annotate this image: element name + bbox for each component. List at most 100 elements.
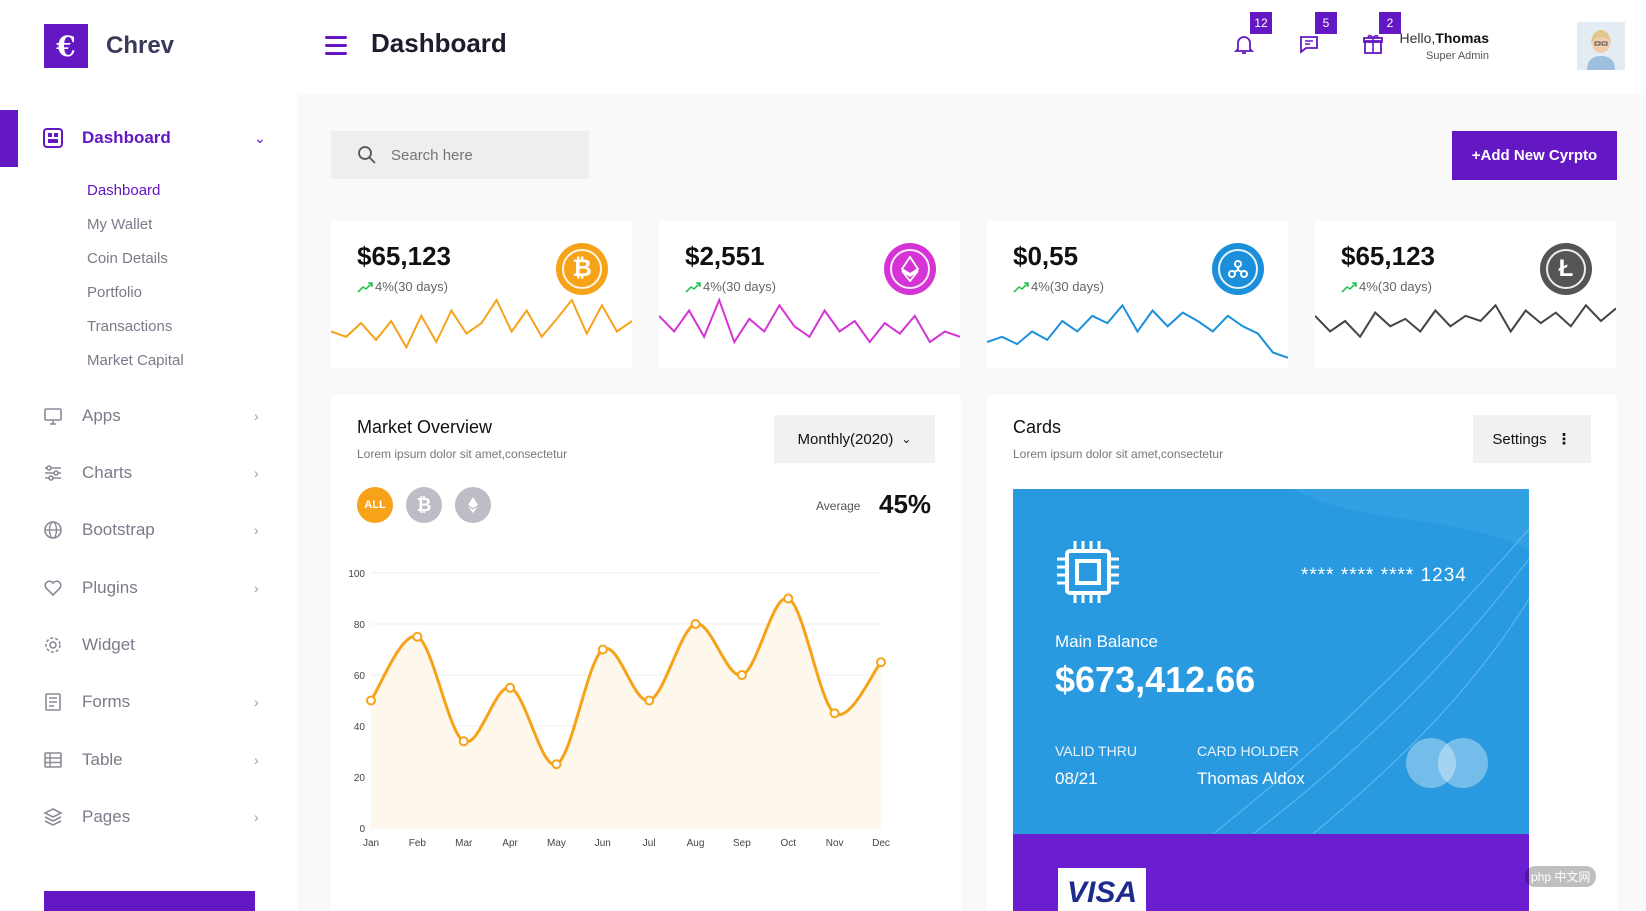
stat-card-ripple[interactable]: $0,55 4%(30 days) bbox=[987, 221, 1288, 368]
sidebar-item-label: Apps bbox=[82, 406, 121, 425]
sidebar-item-widget[interactable]: Widget bbox=[0, 623, 297, 667]
chat-icon bbox=[1300, 36, 1318, 54]
sparkline bbox=[987, 303, 1288, 359]
market-chart: 0 20 40 60 80 100 Jan Feb Mar Apr May Jun Jul Aug Sep O… bbox=[348, 569, 890, 849]
gifts-button[interactable]: 2 bbox=[1361, 12, 1401, 58]
message-count-badge: 5 bbox=[1315, 12, 1337, 34]
gift-icon bbox=[1363, 34, 1383, 54]
ripple-icon bbox=[1212, 243, 1264, 295]
user-greeting[interactable]: Hello,Thomas bbox=[1377, 30, 1489, 46]
more-vertical-icon: ⋮ bbox=[1556, 431, 1572, 448]
x-tick-label: Jul bbox=[643, 838, 656, 849]
sidebar-item-label: Pages bbox=[82, 807, 131, 826]
sidebar-item-label: Plugins bbox=[82, 578, 138, 597]
filter-bitcoin-button[interactable]: ₿ bbox=[406, 487, 442, 523]
sidebar-item-dashboard[interactable]: Dashboard ⌄ bbox=[0, 116, 297, 160]
subnav-portfolio[interactable]: Portfolio bbox=[87, 284, 143, 301]
sidebar-item-apps[interactable]: Apps › bbox=[0, 394, 297, 438]
subnav-market-capital[interactable]: Market Capital bbox=[87, 352, 184, 369]
sidebar-item-charts[interactable]: Charts › bbox=[0, 451, 297, 495]
user-role: Super Admin bbox=[1426, 50, 1489, 62]
trend-up-icon bbox=[1013, 281, 1029, 293]
search-box bbox=[331, 131, 589, 179]
x-tick-label: Oct bbox=[780, 838, 796, 849]
subnav-my-wallet[interactable]: My Wallet bbox=[87, 216, 153, 233]
sidebar-item-label: Charts bbox=[82, 463, 133, 482]
sidebar-item-pages[interactable]: Pages › bbox=[0, 795, 297, 839]
stat-card-bitcoin[interactable]: $65,123 4%(30 days) ₿ bbox=[331, 221, 632, 368]
stat-change: 4%(30 days) bbox=[357, 279, 448, 294]
data-point[interactable] bbox=[876, 657, 886, 668]
main-balance-value: $673,412.66 bbox=[1055, 659, 1256, 700]
series-line bbox=[369, 596, 883, 766]
data-point[interactable] bbox=[829, 708, 840, 719]
card-wave-decoration bbox=[1212, 489, 1529, 834]
chevron-right-icon: › bbox=[254, 694, 259, 710]
filter-all-button[interactable]: ALL bbox=[357, 487, 393, 523]
ethereum-icon bbox=[884, 243, 936, 295]
monitor-icon bbox=[42, 405, 64, 427]
y-tick-label: 80 bbox=[354, 620, 366, 631]
y-tick-label: 0 bbox=[359, 824, 365, 835]
data-point[interactable] bbox=[505, 682, 516, 693]
sidebar-item-forms[interactable]: Forms › bbox=[0, 680, 297, 724]
chevron-right-icon: › bbox=[254, 522, 259, 538]
data-point[interactable] bbox=[690, 619, 701, 629]
globe-icon bbox=[42, 519, 64, 541]
chip-icon bbox=[1057, 541, 1119, 603]
chevron-right-icon: › bbox=[254, 580, 259, 596]
sidebar-item-plugins[interactable]: Plugins › bbox=[0, 566, 297, 610]
x-tick-label: Feb bbox=[409, 838, 427, 849]
brand[interactable]: € Chrev bbox=[44, 24, 174, 68]
add-new-crypto-button[interactable]: +Add New Cyrpto bbox=[1452, 131, 1617, 180]
y-tick-label: 100 bbox=[348, 569, 365, 580]
panel-subtitle: Lorem ipsum dolor sit amet,consectetur bbox=[1013, 447, 1224, 461]
data-point[interactable] bbox=[644, 695, 655, 706]
hamburger-menu-icon[interactable] bbox=[325, 36, 347, 55]
top-header: Dashboard 12 5 2 Hello,Thomas Super Admi… bbox=[297, 0, 1646, 95]
messages-button[interactable]: 5 bbox=[1297, 12, 1337, 58]
period-dropdown[interactable]: Monthly(2020) ⌄ bbox=[774, 415, 935, 463]
gift-count-badge: 2 bbox=[1379, 12, 1401, 34]
visa-card[interactable]: VISA bbox=[1013, 834, 1529, 911]
data-point[interactable] bbox=[458, 736, 469, 747]
data-point[interactable] bbox=[736, 670, 747, 680]
panel-title: Cards bbox=[1013, 417, 1062, 437]
subnav-coin-details[interactable]: Coin Details bbox=[87, 250, 168, 267]
data-point[interactable] bbox=[597, 644, 608, 655]
data-point[interactable] bbox=[412, 631, 423, 642]
stat-change-text: 4%(30 days) bbox=[375, 279, 448, 294]
settings-button[interactable]: Settings ⋮ bbox=[1473, 415, 1591, 463]
x-tick-label: Nov bbox=[826, 838, 844, 849]
x-tick-label: Dec bbox=[872, 838, 890, 849]
sidebar-item-label: Bootstrap bbox=[82, 520, 155, 539]
avatar[interactable] bbox=[1577, 22, 1625, 70]
subnav-transactions[interactable]: Transactions bbox=[87, 318, 173, 335]
stat-change: 4%(30 days) bbox=[1341, 279, 1432, 294]
panel-title: Market Overview bbox=[357, 417, 493, 437]
subnav-dashboard[interactable]: Dashboard bbox=[87, 182, 161, 199]
stat-card-ethereum[interactable]: $2,551 4%(30 days) bbox=[659, 221, 960, 368]
form-icon bbox=[42, 691, 64, 713]
x-tick-label: Sep bbox=[733, 838, 751, 849]
data-point[interactable] bbox=[366, 695, 376, 706]
search-input[interactable] bbox=[391, 146, 571, 164]
notifications-button[interactable]: 12 bbox=[1232, 12, 1272, 58]
trend-up-icon bbox=[685, 281, 701, 293]
main-balance-label: Main Balance bbox=[1055, 632, 1159, 651]
sidebar-bottom-button[interactable] bbox=[44, 891, 255, 911]
data-point[interactable] bbox=[551, 759, 562, 770]
sidebar-item-bootstrap[interactable]: Bootstrap › bbox=[0, 508, 297, 552]
data-point[interactable] bbox=[783, 593, 794, 604]
bitcoin-icon: ₿ bbox=[556, 243, 608, 295]
chevron-down-icon: ⌄ bbox=[901, 432, 912, 446]
stat-value: $0,55 bbox=[1013, 241, 1079, 271]
ethereum-icon bbox=[468, 497, 478, 513]
greeting-prefix: Hello, bbox=[1399, 30, 1436, 46]
credit-card[interactable]: **** **** **** 1234 Main Balance $673,41… bbox=[1013, 489, 1529, 834]
filter-ethereum-button[interactable] bbox=[455, 487, 491, 523]
stat-change: 4%(30 days) bbox=[685, 279, 776, 294]
sparkline bbox=[331, 297, 632, 350]
sidebar-item-table[interactable]: Table › bbox=[0, 738, 297, 782]
stat-card-litecoin[interactable]: $65,123 4%(30 days) Ł bbox=[1315, 221, 1616, 368]
